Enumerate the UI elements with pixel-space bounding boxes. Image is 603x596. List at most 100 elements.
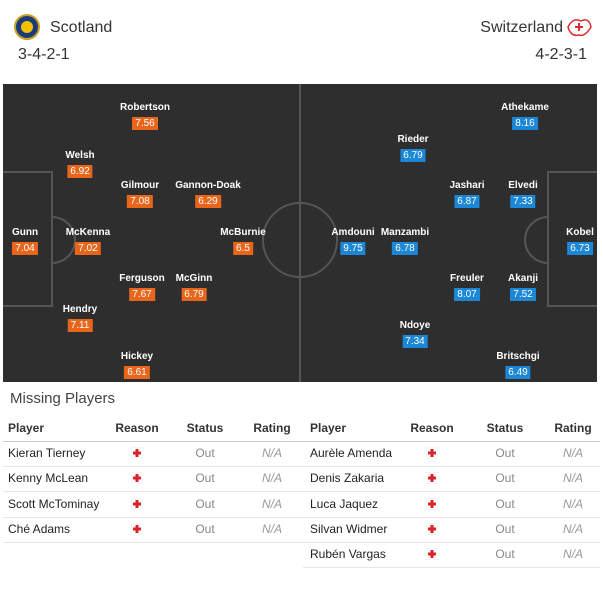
player-name: Jashari: [449, 180, 485, 191]
column-header: Status: [486, 421, 524, 435]
player-name: Ferguson: [119, 273, 165, 284]
rating: N/A: [261, 446, 283, 460]
player-rating: 7.67: [129, 288, 155, 301]
player-name: Scott McTominay: [8, 496, 100, 511]
player-name: Manzambi: [380, 227, 430, 238]
player: Freuler 8.07: [450, 273, 484, 301]
player: McGinn 6.79: [175, 273, 213, 301]
player: Elvedi 7.33: [508, 180, 538, 208]
column-header: Rating: [253, 421, 291, 435]
player-name: Hickey: [120, 351, 154, 362]
player-name: Athekame: [501, 102, 549, 113]
injury-icon: [131, 447, 143, 459]
rating: N/A: [562, 547, 584, 562]
column-header: Player: [8, 421, 45, 435]
table-row: [3, 466, 303, 493]
rating: N/A: [562, 496, 584, 511]
player: Manzambi 6.78: [381, 227, 429, 255]
rating: N/A: [562, 521, 584, 536]
player: Hickey 6.61: [121, 351, 153, 379]
player-name: Hendry: [62, 304, 98, 315]
player-rating: 6.29: [195, 195, 221, 208]
table-row: [3, 492, 303, 518]
player-name: Kobel: [566, 227, 594, 238]
rating: N/A: [562, 471, 584, 486]
home-formation: 3-4-2-1: [18, 46, 70, 63]
status: Out: [195, 471, 215, 486]
player-rating: 6.5: [233, 242, 253, 255]
player-rating: 7.02: [75, 242, 101, 255]
player-name: Aurèle Amenda: [310, 446, 393, 460]
column-header: Rating: [554, 421, 592, 435]
table-row: [303, 441, 600, 467]
player-rating: 7.52: [510, 288, 536, 301]
player-name: Gilmour: [120, 180, 160, 191]
player-name: Britschgi: [496, 351, 540, 362]
status: Out: [495, 521, 515, 536]
player: Gunn 7.04: [12, 227, 38, 255]
player-name: Freuler: [450, 273, 484, 284]
player-name: Welsh: [65, 150, 95, 161]
player-rating: 6.87: [454, 195, 480, 208]
player-rating: 7.33: [510, 195, 536, 208]
injury-icon: [131, 472, 143, 485]
status: Out: [495, 446, 515, 460]
player-name: Ndoye: [399, 320, 431, 331]
rating: N/A: [261, 496, 283, 511]
status: Out: [195, 446, 215, 460]
player-rating: 6.73: [567, 242, 593, 255]
injury-icon: [131, 497, 143, 510]
injury-icon: [131, 522, 143, 535]
player-rating: 6.61: [124, 366, 150, 379]
home-team: Scotland: [50, 19, 113, 36]
player-name: Rieder: [397, 134, 429, 145]
column-header: Reason: [115, 421, 159, 435]
status: Out: [495, 496, 515, 511]
player-rating: 6.79: [181, 288, 207, 301]
player-rating: 7.34: [402, 335, 428, 348]
pitch: [3, 84, 597, 382]
player: Gilmour 7.08: [121, 180, 159, 208]
player: Kobel 6.73: [566, 227, 594, 255]
player: McBurnie 6.5: [220, 227, 266, 255]
column-header: Player: [310, 421, 347, 435]
status: Out: [195, 496, 215, 511]
player-name: Robertson: [120, 102, 170, 113]
player-name: Denis Zakaria: [310, 471, 385, 486]
player: Jashari 6.87: [449, 180, 485, 208]
player-rating: 6.92: [67, 165, 93, 178]
player-name: McGinn: [175, 273, 213, 284]
table-row: [303, 542, 600, 569]
away-formation: 4-2-3-1: [535, 46, 587, 63]
pitch-lines: [3, 84, 597, 382]
player: Welsh 6.92: [65, 150, 95, 178]
player: Robertson 7.56: [120, 102, 170, 130]
rating: N/A: [562, 446, 584, 460]
table-row: [3, 517, 303, 543]
injury-icon: [426, 522, 438, 535]
header-row: [3, 416, 303, 442]
player-name: Gannon-Doak: [175, 180, 241, 191]
player: Rieder 6.79: [397, 134, 429, 162]
player-name: Gunn: [11, 227, 39, 238]
player-rating: 7.08: [127, 195, 153, 208]
player-rating: 8.16: [512, 117, 538, 130]
table-row: [303, 517, 600, 543]
player-rating: 9.75: [340, 242, 366, 255]
player-rating: 8.07: [454, 288, 480, 301]
player-name: Elvedi: [508, 180, 538, 191]
player: Amdouni 9.75: [331, 227, 375, 255]
status: Out: [195, 521, 215, 536]
switzerland-crest: [567, 19, 592, 37]
injury-icon: [426, 472, 438, 485]
scotland-crest: [14, 14, 40, 40]
away-team: Switzerland: [480, 19, 563, 36]
player-name: Kenny McLean: [8, 471, 89, 486]
player-name: Amdouni: [331, 227, 375, 238]
injury-icon: [426, 497, 438, 510]
player-name: Ché Adams: [8, 521, 71, 536]
player: Britschgi 6.49: [496, 351, 540, 379]
table-row: [3, 441, 303, 467]
player-rating: 7.04: [12, 242, 38, 255]
player-name: Silvan Widmer: [310, 521, 388, 536]
